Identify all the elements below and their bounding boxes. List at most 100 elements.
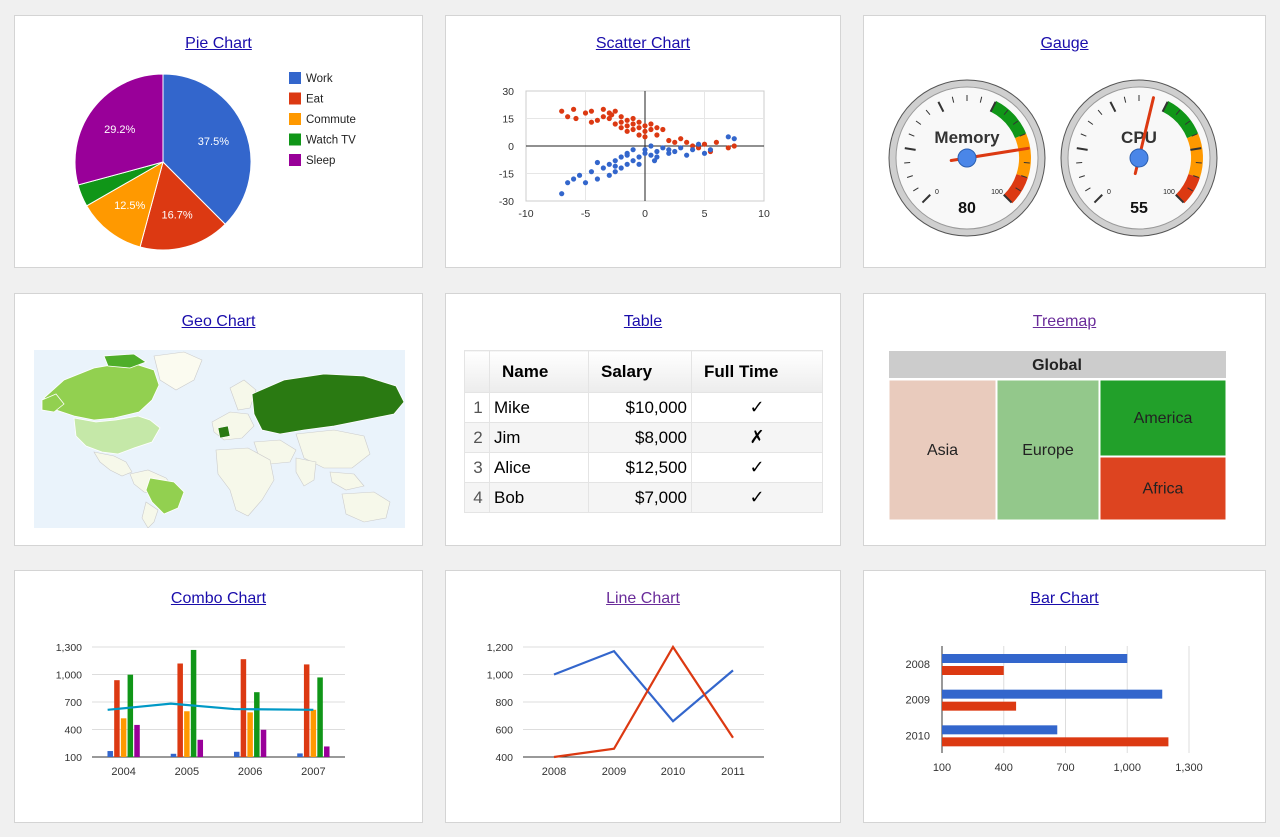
scatter-point: [588, 169, 595, 175]
gauge-tick: [989, 101, 997, 113]
scatter-point: [600, 165, 606, 171]
scatter-point: [654, 154, 660, 160]
scatter-point: [690, 143, 696, 149]
salary-cell: $7,000: [588, 482, 692, 513]
x-tick-label: 2008: [542, 766, 566, 778]
gauge-hub: [957, 148, 977, 168]
full-time-cell: ✓: [691, 452, 823, 483]
horizontal-bar: [942, 701, 1017, 711]
gauge-tick: [1080, 133, 1087, 137]
x-tick-label: 2009: [602, 766, 626, 778]
x-tick-label: 100: [933, 762, 951, 774]
scatter-point: [609, 112, 615, 118]
legend-swatch: [289, 113, 301, 125]
full-time-column-header[interactable]: Full Time: [691, 350, 823, 393]
scatter-point: [666, 150, 672, 156]
legend-entry: Eat: [306, 94, 324, 106]
scatter-point: [582, 180, 589, 186]
name-cell: Jim: [489, 422, 589, 453]
combo-bar: [114, 680, 120, 757]
scatter-point: [573, 115, 579, 122]
scatter-point: [618, 125, 624, 131]
salary-cell: $8,000: [588, 422, 692, 453]
y-tick-label: 1,000: [56, 670, 82, 682]
gauge-band: [1015, 133, 1031, 178]
scatter-chart: -10 -5 0 5 10 30 15 0 -15 -30: [499, 86, 770, 220]
gauge-tick: [925, 109, 931, 115]
country-china: [295, 429, 371, 469]
scatter-point: [731, 136, 737, 142]
full-time-cell: ✗: [691, 422, 823, 453]
line-chart-link[interactable]: Line Chart: [606, 590, 680, 607]
scatter-point: [648, 152, 654, 158]
legend-entry: Work: [306, 73, 333, 85]
scatter-point: [636, 132, 642, 138]
line-series: [553, 649, 734, 723]
scatter-point: [713, 139, 719, 145]
country-mexico: [93, 451, 133, 477]
y-tick-label: -30: [499, 196, 514, 208]
scatter-point: [618, 119, 624, 125]
country-canada: [43, 361, 160, 421]
y-tick-label: 0: [508, 141, 514, 153]
legend-swatch: [289, 72, 301, 84]
x-tick-label: 1,000: [1113, 762, 1141, 774]
table-row[interactable]: 1 Mike $10,000 ✓: [464, 392, 823, 423]
table-row[interactable]: 2 Jim $8,000 ✗: [464, 422, 823, 453]
gauge-tick: [908, 133, 915, 137]
country-russia: [251, 373, 405, 435]
pie-slice-label: 37.5%: [198, 136, 229, 148]
treemap-header: [889, 351, 1226, 378]
combo-bar: [317, 677, 323, 757]
x-tick-label: 700: [1056, 762, 1074, 774]
country-southeast-asia: [329, 471, 365, 491]
scatter-point: [690, 147, 696, 153]
row-index: 1: [464, 392, 490, 423]
gauge-value: 55: [1130, 200, 1148, 217]
scatter-point: [660, 126, 666, 133]
gauge-tick: [1015, 187, 1021, 192]
scatter-point: [701, 150, 708, 156]
treemap-card: Treemap Global Asia Europe America Africa: [863, 293, 1266, 546]
combo-bar: [297, 753, 303, 757]
gauge-tick: [913, 187, 919, 192]
combo-bar: [170, 753, 177, 757]
scatter-point: [666, 147, 672, 153]
scatter-point: [695, 145, 702, 151]
bar-chart: 100 400 700 1,000 1,300 2008 2009 2010: [906, 646, 1203, 774]
scatter-point: [594, 176, 600, 182]
full-time-cell: ✓: [691, 482, 823, 513]
treemap-link[interactable]: Treemap: [1032, 313, 1097, 330]
scatter-point: [612, 121, 618, 127]
table-row[interactable]: 4 Bob $7,000 ✓: [464, 482, 823, 513]
x-tick-label: 10: [758, 208, 770, 220]
table-link[interactable]: Table: [623, 313, 663, 330]
scatter-point: [630, 121, 636, 127]
y-tick-label: 100: [64, 752, 82, 764]
scatter-chart-link[interactable]: Scatter Chart: [595, 35, 691, 52]
scatter-point: [582, 110, 589, 116]
name-cell: Mike: [489, 392, 589, 423]
gauge-tick: [937, 101, 945, 113]
gauge-tick: [1097, 109, 1103, 115]
gauge-tick: [979, 96, 983, 103]
country-usa: [73, 415, 161, 455]
x-tick-label: 2007: [301, 766, 325, 778]
gauge-link[interactable]: Gauge: [1040, 35, 1089, 52]
geo-chart-link[interactable]: Geo Chart: [181, 313, 256, 330]
pie-chart-link[interactable]: Pie Chart: [185, 35, 252, 52]
combo-bar: [127, 674, 134, 757]
bar-chart-link[interactable]: Bar Chart: [1030, 590, 1099, 607]
y-tick-label: 15: [502, 114, 514, 126]
salary-column-header[interactable]: Salary: [588, 350, 692, 393]
scatter-point: [630, 158, 636, 164]
combo-chart-link[interactable]: Combo Chart: [170, 590, 267, 607]
x-tick-label: 2004: [111, 766, 135, 778]
combo-bar: [254, 692, 260, 757]
combo-bar: [233, 751, 240, 757]
name-column-header[interactable]: Name: [489, 350, 589, 393]
table-row[interactable]: 3 Alice $12,500 ✓: [464, 452, 823, 483]
combo-average-line: [107, 702, 314, 711]
gauge-tick: [915, 120, 922, 125]
gauge-label: Memory: [934, 128, 1000, 147]
